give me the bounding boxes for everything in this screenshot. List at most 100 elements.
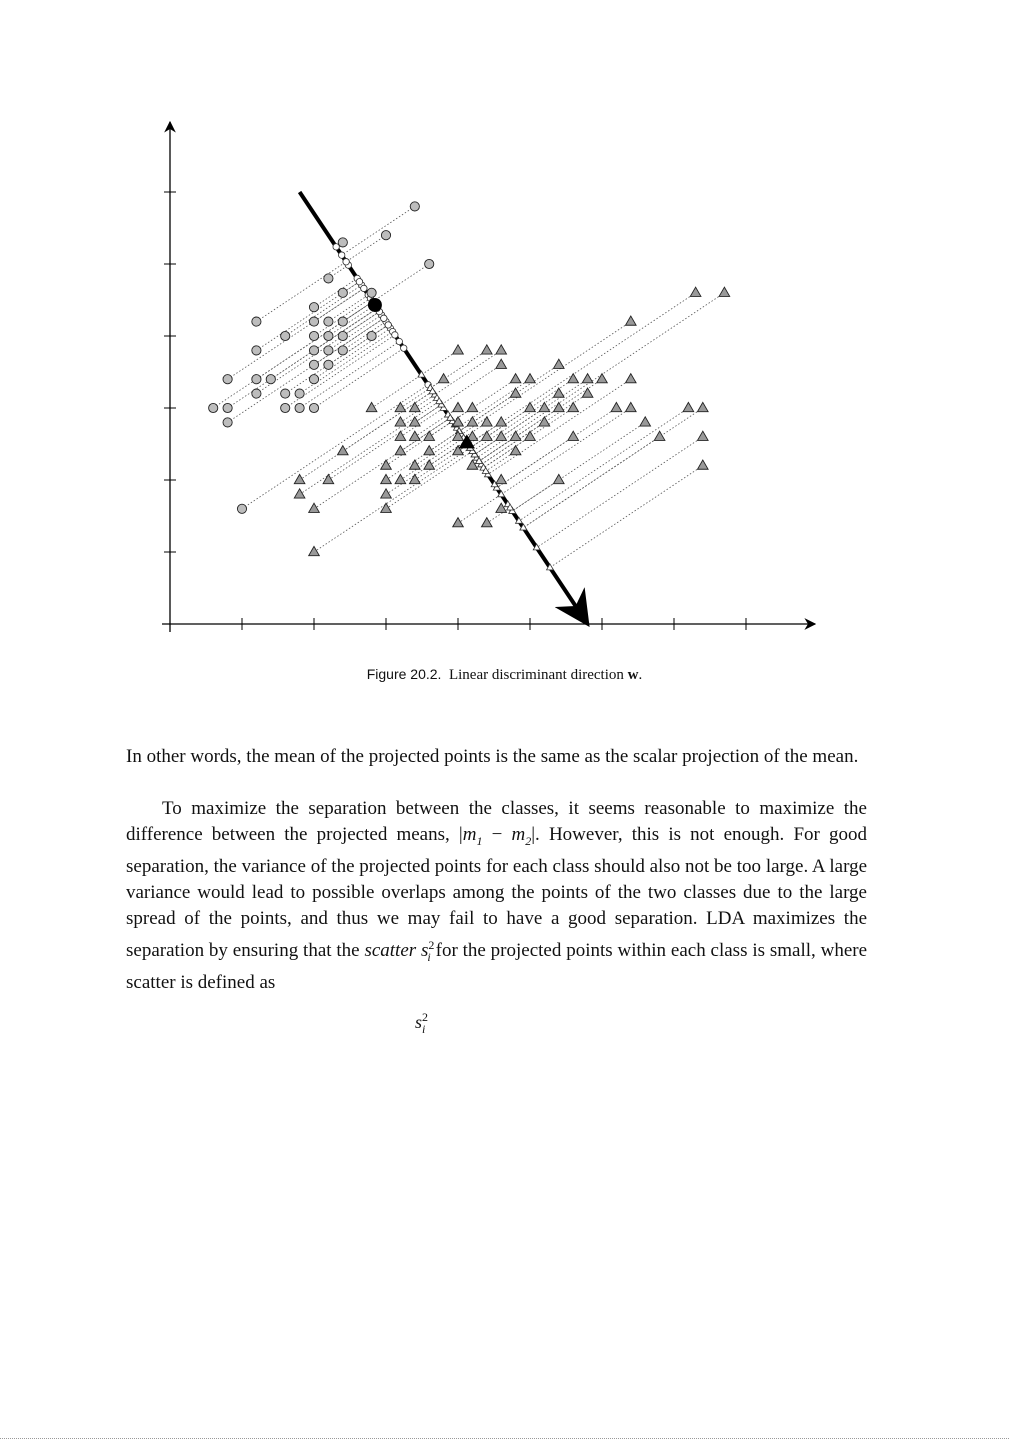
circle-point bbox=[409, 201, 420, 212]
projection-line bbox=[313, 288, 365, 322]
projection-line bbox=[487, 378, 632, 475]
projection-line bbox=[456, 378, 531, 429]
triangle-point bbox=[379, 473, 393, 485]
circle-point bbox=[222, 402, 233, 414]
figure-caption: Figure 20.2. Linear discriminant directi… bbox=[0, 666, 1009, 684]
projection-line bbox=[476, 292, 725, 459]
caption-symbol: w bbox=[627, 667, 639, 683]
m1-subscript: 1 bbox=[476, 833, 483, 848]
circle-point bbox=[294, 402, 305, 414]
triangle-point bbox=[610, 401, 623, 413]
circle-point bbox=[337, 287, 348, 298]
triangle-point bbox=[567, 372, 580, 384]
triangle-point bbox=[624, 315, 637, 326]
triangle-point bbox=[293, 473, 306, 485]
triangle-point bbox=[689, 286, 702, 297]
triangle-point bbox=[624, 401, 637, 413]
triangle-point bbox=[365, 401, 378, 413]
triangle-point bbox=[538, 415, 551, 427]
circle-point bbox=[308, 302, 320, 313]
projected-circle-point bbox=[355, 278, 364, 286]
projected-circle-point bbox=[342, 258, 350, 266]
projection-line bbox=[467, 292, 696, 445]
circle-point bbox=[308, 374, 320, 385]
projection-line bbox=[486, 507, 511, 524]
projection-line bbox=[328, 294, 369, 322]
projection-line bbox=[328, 314, 382, 351]
projected-triangle-point bbox=[514, 516, 524, 524]
circle-point bbox=[222, 374, 233, 385]
triangle-point bbox=[552, 387, 565, 398]
triangle-point bbox=[408, 401, 421, 413]
triangle-point bbox=[423, 444, 436, 456]
circle-point bbox=[251, 374, 262, 385]
projection-line bbox=[385, 420, 453, 466]
triangle-point bbox=[581, 387, 594, 398]
projected-triangle-point bbox=[532, 543, 541, 551]
triangle-point bbox=[509, 430, 522, 441]
triangle-point bbox=[653, 430, 666, 441]
figure-lda-direction bbox=[0, 0, 1009, 660]
projected-triangle-point bbox=[428, 386, 437, 395]
projection-line bbox=[458, 422, 473, 432]
projection-line bbox=[549, 465, 704, 568]
triangle-point bbox=[466, 415, 479, 427]
triangle-point bbox=[639, 415, 652, 427]
projection-line bbox=[227, 288, 365, 380]
triangle-point bbox=[408, 459, 421, 470]
projection-line bbox=[474, 378, 588, 455]
projection-line bbox=[341, 206, 416, 256]
triangle-point bbox=[336, 444, 349, 456]
triangle-point bbox=[307, 502, 321, 513]
projection-line bbox=[313, 347, 404, 409]
projection-line bbox=[523, 436, 660, 528]
triangle-point bbox=[394, 444, 407, 456]
circle-point bbox=[337, 237, 348, 248]
equation-lhs-sup: 2 bbox=[422, 1010, 429, 1024]
projected-triangle-point bbox=[417, 370, 426, 378]
circle-point bbox=[280, 388, 291, 399]
circle-point bbox=[308, 330, 320, 342]
equation-lhs-sub: i bbox=[422, 1021, 426, 1036]
paragraph-2-part1: To maximize the separation between the c… bbox=[126, 798, 867, 845]
projected-triangle-point bbox=[435, 396, 444, 405]
triangle-point bbox=[379, 459, 393, 470]
triangle-point bbox=[408, 473, 421, 485]
projection-line bbox=[485, 450, 516, 472]
triangle-point bbox=[423, 459, 436, 470]
circle-point bbox=[294, 388, 305, 399]
projection-line bbox=[342, 321, 387, 351]
projection-line bbox=[328, 404, 442, 481]
projected-circle-point bbox=[360, 284, 368, 292]
triangle-point bbox=[696, 430, 709, 441]
circle-point bbox=[366, 287, 377, 298]
m1-symbol: m bbox=[462, 824, 477, 845]
projection-line bbox=[241, 384, 429, 510]
triangle-point bbox=[322, 473, 335, 485]
paragraph-2-part3: for the projected points within each cla… bbox=[126, 939, 868, 993]
circle-point bbox=[323, 316, 334, 327]
mean-triangle-class-2 bbox=[458, 434, 475, 449]
projection-line bbox=[496, 436, 574, 489]
triangle-point bbox=[466, 430, 479, 441]
projection-line bbox=[518, 407, 689, 522]
triangle-point bbox=[552, 401, 565, 413]
triangle-point bbox=[696, 401, 709, 413]
triangle-point bbox=[552, 473, 565, 485]
projected-triangle-point bbox=[481, 466, 490, 474]
projected-triangle-point bbox=[474, 456, 484, 464]
projection-line bbox=[400, 387, 431, 409]
scatter-symbol: s bbox=[421, 939, 429, 961]
triangle-point bbox=[394, 415, 407, 427]
triangle-point bbox=[466, 459, 479, 470]
triangle-point bbox=[682, 401, 695, 413]
minus-sign: − bbox=[482, 824, 512, 845]
projected-triangle-point bbox=[519, 523, 528, 531]
circle-point bbox=[323, 330, 334, 342]
projection-line bbox=[313, 417, 451, 510]
circle-point bbox=[337, 345, 348, 356]
triangle-point bbox=[480, 343, 493, 355]
triangle-point bbox=[495, 502, 508, 513]
circle-point bbox=[424, 258, 435, 270]
triangle-point bbox=[451, 516, 465, 528]
